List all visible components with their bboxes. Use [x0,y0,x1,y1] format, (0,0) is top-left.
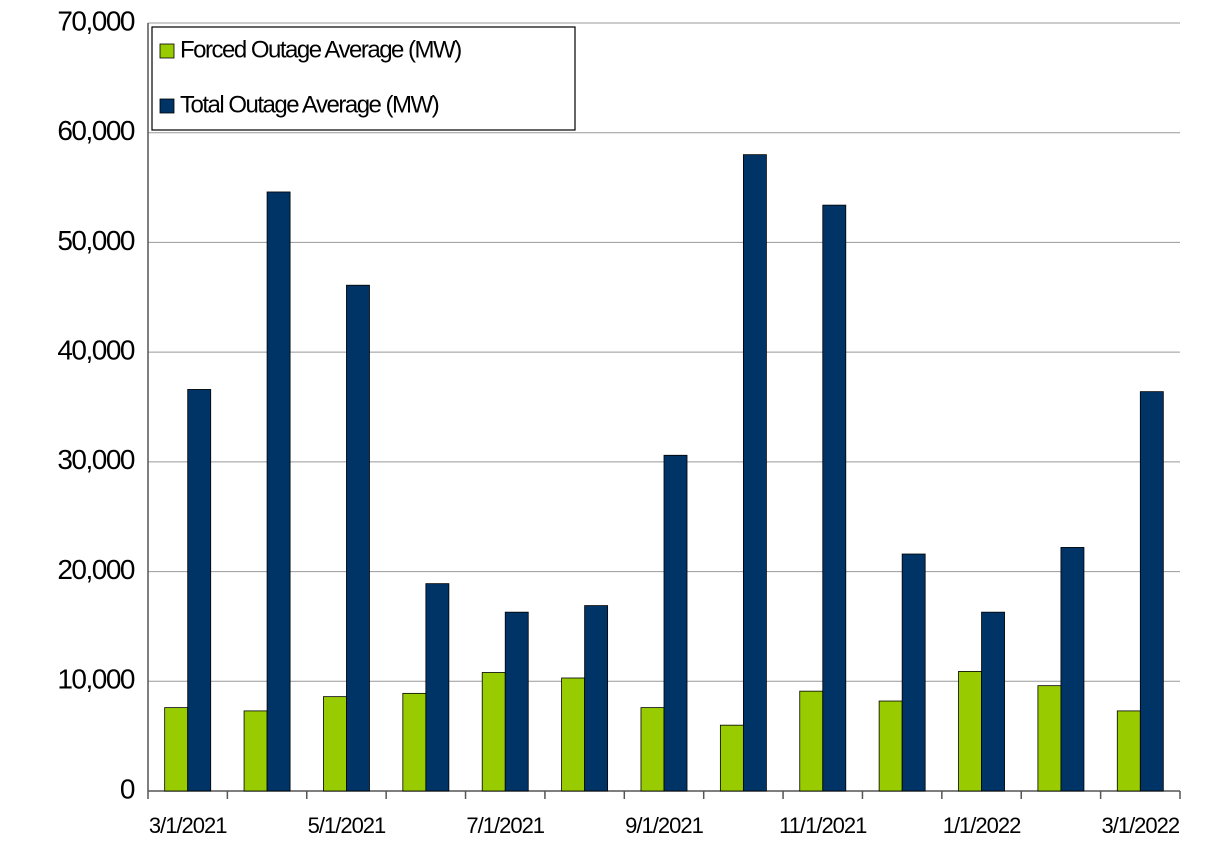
y-tick-label: 0 [120,773,135,804]
bar [504,611,529,792]
bar [1116,710,1141,792]
bar [346,284,370,792]
bar [742,154,767,792]
bar [402,692,427,792]
x-tick-label: 9/1/2021 [625,813,703,838]
bar [1037,685,1062,792]
bar [822,204,847,792]
bar [584,605,609,792]
x-tick-label: 3/1/2021 [149,813,227,838]
x-tick-label: 7/1/2021 [466,813,544,838]
bar [719,724,744,792]
y-tick-label: 20,000 [57,554,135,585]
legend-label: Total Outage Average (MW) [180,91,439,118]
bar [1060,547,1085,792]
x-tick-label: 11/1/2021 [779,813,867,838]
bar [799,690,824,792]
bar [878,700,903,792]
legend-swatch [159,43,175,59]
bar [187,389,212,792]
bar [323,696,347,792]
bar [561,677,586,792]
bar [266,191,291,792]
bar [640,707,665,792]
y-tick-label: 10,000 [57,664,135,695]
bar [901,553,926,792]
bar [164,707,189,792]
y-tick-label: 40,000 [57,335,135,366]
legend-swatch [159,98,175,114]
y-tick-label: 60,000 [57,115,135,146]
y-tick-label: 30,000 [57,444,135,475]
y-tick-label: 50,000 [57,225,135,256]
x-tick-label: 1/1/2022 [943,813,1021,838]
legend-label: Forced Outage Average (MW) [180,36,461,63]
bar [981,611,1005,792]
legend-box [151,26,576,131]
x-tick-label: 5/1/2021 [308,813,386,838]
bar [663,454,688,792]
x-tick-label: 3/1/2022 [1101,813,1179,838]
bar [958,671,982,792]
y-tick-label: 70,000 [57,5,135,36]
bar [425,583,450,792]
bar [1139,391,1164,792]
bar [243,710,268,792]
bar [481,672,506,792]
